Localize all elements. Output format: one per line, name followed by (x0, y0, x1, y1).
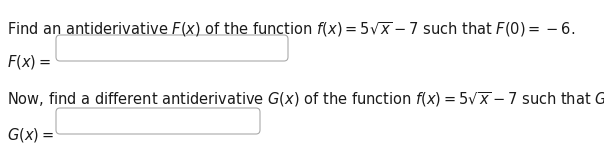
Text: $F(x) =$: $F(x) =$ (7, 53, 51, 71)
Text: Now, find a different antiderivative $G(x)$ of the function $f(x) = 5\sqrt{x} - : Now, find a different antiderivative $G(… (7, 90, 604, 109)
Text: Find an antiderivative $F(x)$ of the function $f(x) = 5\sqrt{x} - 7$ such that $: Find an antiderivative $F(x)$ of the fun… (7, 20, 575, 39)
FancyBboxPatch shape (56, 35, 288, 61)
FancyBboxPatch shape (56, 108, 260, 134)
Text: $G(x) =$: $G(x) =$ (7, 126, 54, 144)
